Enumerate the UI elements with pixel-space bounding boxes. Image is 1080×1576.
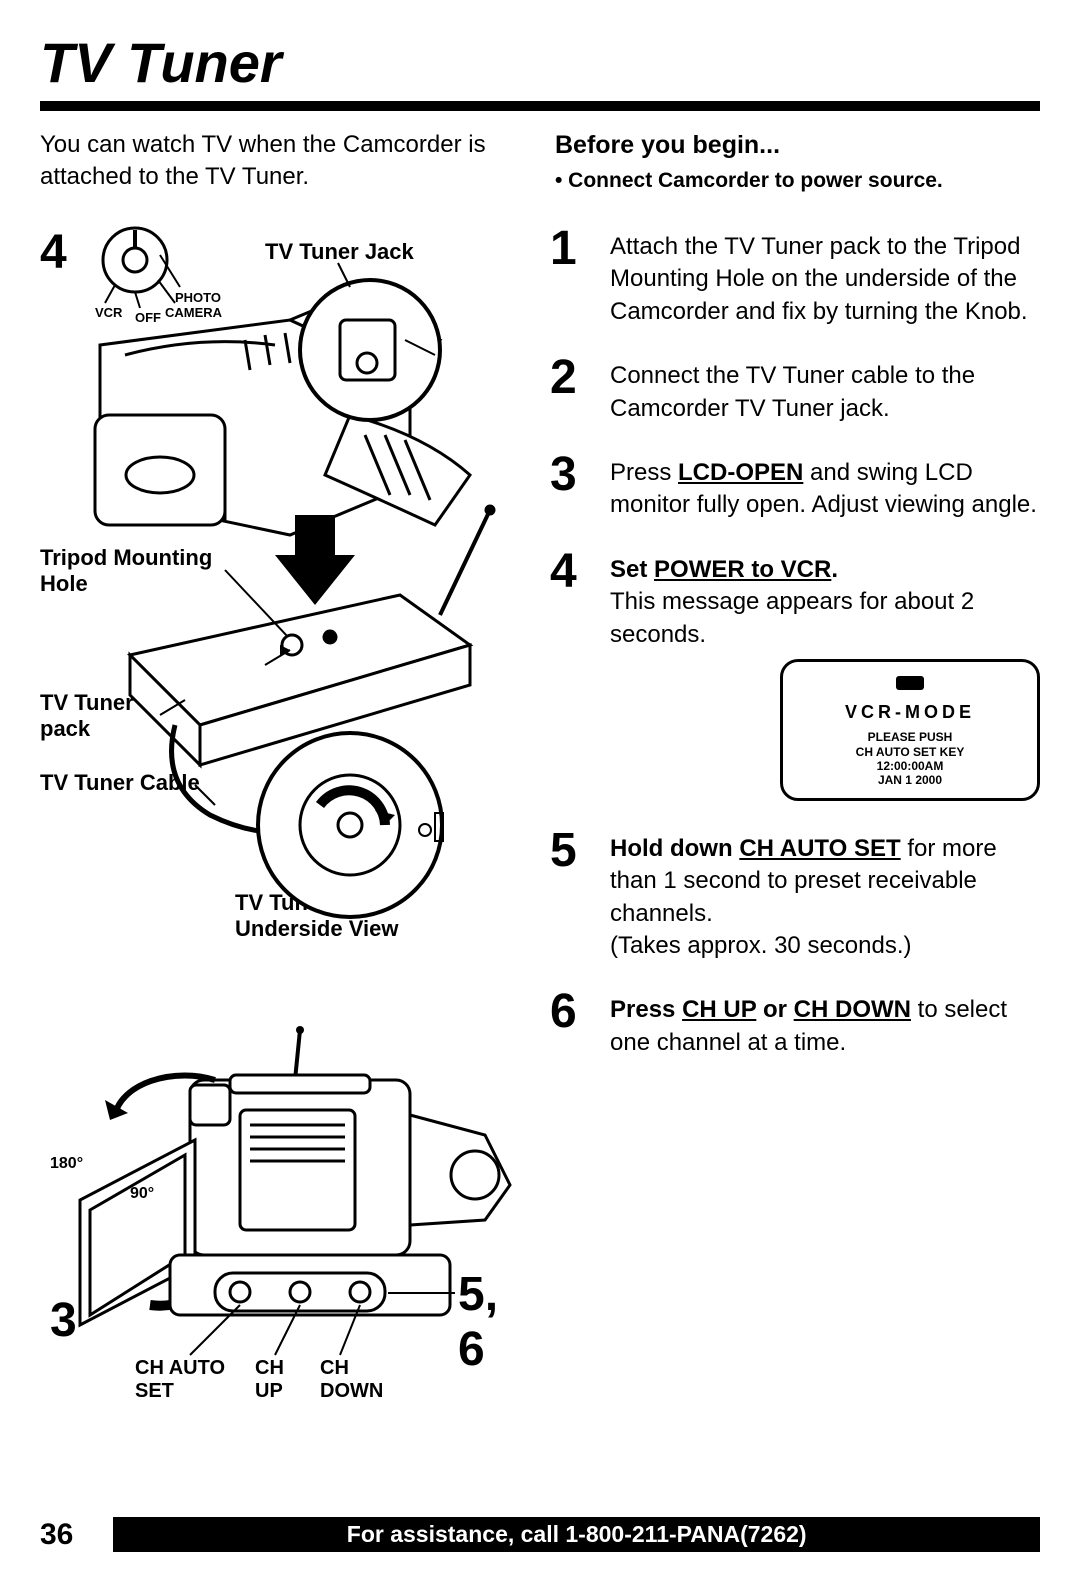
step-num-5: 5 — [550, 827, 590, 963]
step-body-1: Attach the TV Tuner pack to the Tripod M… — [610, 225, 1040, 328]
vcr-line3: 12:00:00AM — [793, 759, 1027, 773]
step-num-1: 1 — [550, 225, 590, 328]
title-rule — [40, 101, 1040, 111]
step-body-6: Press CH UP or CH DOWN to select one cha… — [610, 988, 1040, 1059]
tape-icon — [896, 676, 924, 690]
page-number: 36 — [40, 1518, 73, 1552]
step-num-3: 3 — [550, 451, 590, 522]
step-6: 6 Press CH UP or CH DOWN to select one c… — [550, 988, 1040, 1059]
intro-text: You can watch TV when the Camcorder is a… — [40, 129, 525, 195]
step-body-2: Connect the TV Tuner cable to the Camcor… — [610, 354, 1040, 425]
intro-row: You can watch TV when the Camcorder is a… — [40, 129, 1040, 195]
vcr-mode-box: VCR-MODE PLEASE PUSH CH AUTO SET KEY 12:… — [780, 659, 1040, 801]
before-bullet: • Connect Camcorder to power source. — [555, 167, 1040, 195]
label-ch-auto-set: CH AUTO SET — [135, 1357, 245, 1403]
vcr-mode-label: VCR-MODE — [793, 700, 1027, 724]
step-ref-5-6: 5, 6 — [458, 1267, 530, 1377]
diagram-top-svg — [40, 225, 530, 1025]
steps-column: 1 Attach the TV Tuner pack to the Tripod… — [550, 225, 1040, 1425]
vcr-line2: CH AUTO SET KEY — [793, 745, 1027, 759]
step-2: 2 Connect the TV Tuner cable to the Camc… — [550, 354, 1040, 425]
before-heading: Before you begin... — [555, 129, 1040, 163]
step-1: 1 Attach the TV Tuner pack to the Tripod… — [550, 225, 1040, 328]
diagram-top: 4 TV Tuner Jack 2 PHOTO VCR OFF CAMERA T… — [40, 225, 530, 1025]
step-body-3: Press LCD-OPEN and swing LCD monitor ful… — [610, 451, 1040, 522]
step-num-6: 6 — [550, 988, 590, 1059]
step-body-4: Set POWER to VCR.This message appears fo… — [610, 548, 1040, 801]
step-4: 4 Set POWER to VCR.This message appears … — [550, 548, 1040, 801]
assistance-bar: For assistance, call 1-800-211-PANA(7262… — [113, 1517, 1040, 1552]
step-5: 5 Hold down CH AUTO SET for more than 1 … — [550, 827, 1040, 963]
page-title: TV Tuner — [40, 30, 1040, 95]
step-num-4: 4 — [550, 548, 590, 801]
label-90deg: 90° — [130, 1185, 154, 1203]
main-columns: 4 TV Tuner Jack 2 PHOTO VCR OFF CAMERA T… — [40, 225, 1040, 1425]
step-4-text: Set POWER to VCR.This message appears fo… — [610, 556, 974, 648]
vcr-line1: PLEASE PUSH — [793, 730, 1027, 744]
footer: 36 For assistance, call 1-800-211-PANA(7… — [40, 1517, 1040, 1552]
diagram-bottom: 180° 90° 3 5, 6 CH AUTO SET CH UP CH DOW… — [40, 1025, 530, 1425]
diagrams-column: 4 TV Tuner Jack 2 PHOTO VCR OFF CAMERA T… — [40, 225, 530, 1425]
label-180deg: 180° — [50, 1155, 83, 1173]
step-ref-3: 3 — [50, 1293, 77, 1348]
vcr-line4: JAN 1 2000 — [793, 773, 1027, 787]
step-body-5: Hold down CH AUTO SET for more than 1 se… — [610, 827, 1040, 963]
label-ch-up: CH UP — [255, 1357, 315, 1403]
step-num-2: 2 — [550, 354, 590, 425]
label-ch-down: CH DOWN — [320, 1357, 400, 1403]
before-you-begin: Before you begin... • Connect Camcorder … — [555, 129, 1040, 195]
step-3: 3 Press LCD-OPEN and swing LCD monitor f… — [550, 451, 1040, 522]
